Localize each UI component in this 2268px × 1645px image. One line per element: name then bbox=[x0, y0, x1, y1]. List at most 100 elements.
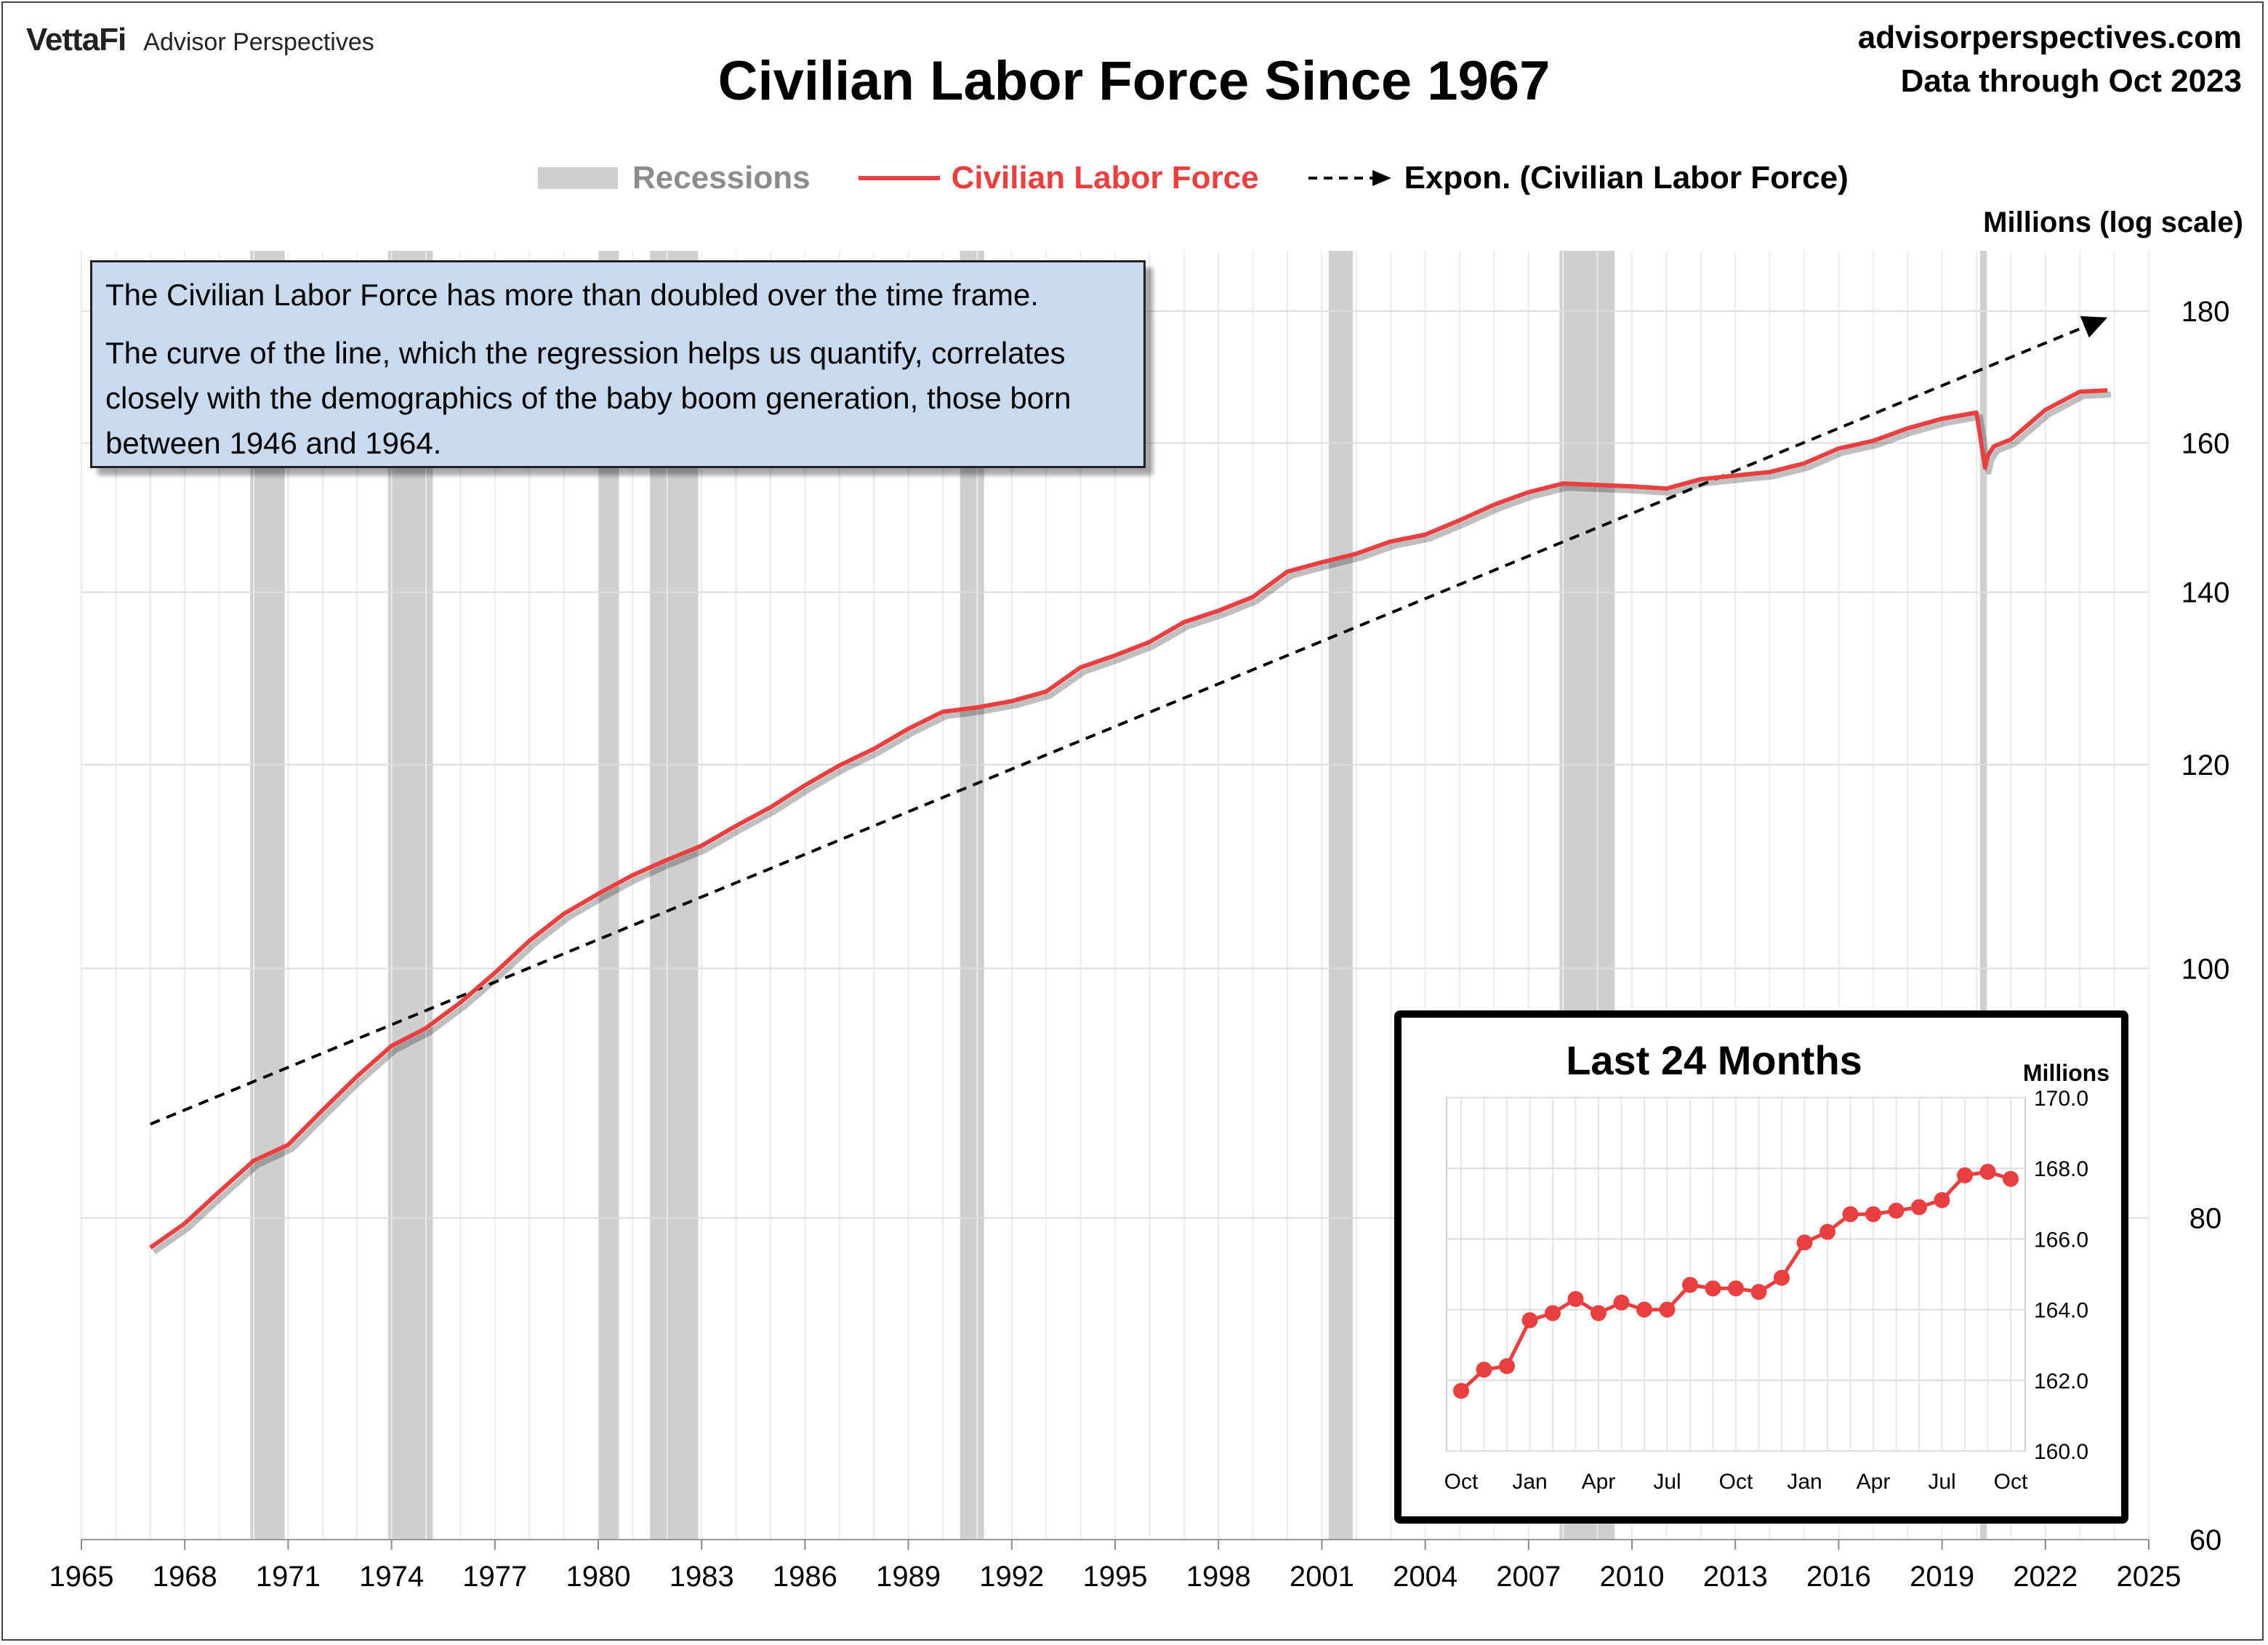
x-tick-label: 1992 bbox=[979, 1561, 1044, 1593]
inset-data-point bbox=[1911, 1199, 1927, 1215]
legend-label-trend: Expon. (Civilian Labor Force) bbox=[1404, 160, 1849, 196]
inset-data-point bbox=[1888, 1202, 1905, 1219]
series-swatch bbox=[858, 176, 940, 180]
inset-data-point bbox=[1521, 1312, 1538, 1329]
inset-panel: Oct Jan Apr Jul Oct Jan Apr Jul Oct 160.0 162.0 16… bbox=[1394, 1010, 2128, 1524]
inset-data-point bbox=[1819, 1223, 1835, 1240]
y-tick-label: 100 bbox=[2181, 953, 2230, 985]
x-tick-label: 1965 bbox=[49, 1561, 114, 1593]
recession-swatch bbox=[538, 167, 618, 189]
inset-gridlines bbox=[1446, 1097, 2026, 1452]
inset-data-point bbox=[1545, 1305, 1561, 1322]
x-tick-label: 1995 bbox=[1083, 1561, 1148, 1593]
x-tick-label: 1989 bbox=[876, 1561, 941, 1593]
inset-y-tick-label: 160.0 bbox=[2034, 1440, 2088, 1464]
inset-data-point bbox=[1796, 1234, 1813, 1251]
x-tick-label: 1983 bbox=[669, 1561, 734, 1593]
inset-y-tick-label: 162.0 bbox=[2034, 1370, 2088, 1393]
inset-data-point bbox=[1567, 1291, 1584, 1308]
inset-y-tick-label: 164.0 bbox=[2034, 1299, 2088, 1323]
legend-item-labor-force: Civilian Labor Force bbox=[858, 160, 1259, 196]
y-tick-label: 160 bbox=[2181, 427, 2230, 459]
x-tick-label: 2010 bbox=[1600, 1561, 1665, 1593]
y-axis-unit-label: Millions (log scale) bbox=[1983, 206, 2243, 238]
inset-unit-label: Millions bbox=[2022, 1060, 2110, 1086]
y-tick-label: 80 bbox=[2189, 1203, 2222, 1235]
source-site: advisorperspectives.com bbox=[1857, 20, 2242, 55]
trend-arrowhead bbox=[2080, 315, 2108, 338]
x-tick-label: 2007 bbox=[1496, 1561, 1561, 1593]
inset-data-point bbox=[1957, 1167, 1973, 1183]
x-tick-label: 1971 bbox=[256, 1561, 321, 1593]
annotation-line-2: The curve of the line, which the regress… bbox=[105, 336, 1071, 460]
legend: Recessions Civilian Labor Force Expon. (… bbox=[538, 160, 1897, 196]
inset-x-tick-labels: Oct Jan Apr Jul Oct Jan Apr Jul Oct bbox=[1444, 1470, 2028, 1494]
y-tick-labels: 60 80 100 120 140 160 180 bbox=[2181, 296, 2230, 1556]
x-tick-label: 2004 bbox=[1393, 1561, 1457, 1593]
inset-x-tick-label: Jan bbox=[1512, 1470, 1547, 1494]
trend-group bbox=[150, 315, 2108, 1126]
y-tick-label: 120 bbox=[2181, 749, 2230, 781]
inset-x-tick-label: Apr bbox=[1582, 1470, 1616, 1494]
x-tick-label: 1998 bbox=[1186, 1561, 1251, 1593]
inset-data-point bbox=[1750, 1284, 1767, 1300]
inset-data-point bbox=[1613, 1294, 1630, 1311]
brand: VettaFi Advisor Perspectives bbox=[26, 22, 374, 58]
x-tick-label: 1974 bbox=[359, 1561, 424, 1593]
inset-data-point bbox=[1659, 1301, 1676, 1318]
inset-data-point bbox=[1865, 1206, 1881, 1223]
inset-chart: Oct Jan Apr Jul Oct Jan Apr Jul Oct 160.0162.016… bbox=[1444, 1087, 2088, 1494]
vettafi-logo: VettaFi bbox=[26, 22, 126, 57]
y-tick-label: 60 bbox=[2189, 1524, 2222, 1556]
trend-swatch bbox=[1308, 170, 1391, 186]
inset-data-point bbox=[1774, 1269, 1790, 1286]
inset-data-point bbox=[1682, 1276, 1698, 1293]
inset-y-tick-label: 166.0 bbox=[2034, 1228, 2088, 1252]
recession-band bbox=[1328, 251, 1354, 1540]
inset-x-tick-label: Oct bbox=[1994, 1470, 2028, 1494]
legend-label-labor-force: Civilian Labor Force bbox=[951, 160, 1259, 196]
inset-x-tick-label: Jul bbox=[1928, 1470, 1955, 1494]
inset-data-point bbox=[1842, 1206, 1859, 1223]
x-tick-label: 1977 bbox=[462, 1561, 527, 1593]
x-tick-label: 2022 bbox=[2013, 1561, 2078, 1593]
legend-item-trend: Expon. (Civilian Labor Force) bbox=[1307, 160, 1849, 196]
source-block: advisorperspectives.com Data through Oct… bbox=[1858, 16, 2242, 103]
x-tick-label: 1968 bbox=[153, 1561, 217, 1593]
x-tick-label: 2013 bbox=[1703, 1561, 1768, 1593]
inset-x-tick-label: Oct bbox=[1444, 1470, 1479, 1494]
y-tick-label: 180 bbox=[2181, 296, 2230, 328]
inset-x-tick-label: Apr bbox=[1857, 1470, 1891, 1494]
brand-name: Advisor Perspectives bbox=[143, 28, 374, 56]
inset-x-tick-label: Oct bbox=[1719, 1470, 1753, 1494]
inset-data-point bbox=[1705, 1280, 1721, 1297]
inset-x-tick-label: Jul bbox=[1653, 1470, 1681, 1494]
series-line-labor-force bbox=[149, 388, 2108, 1250]
inset-data-point bbox=[1499, 1358, 1515, 1375]
x-tick-label: 2025 bbox=[2117, 1561, 2181, 1593]
annotation-box: The Civilian Labor Force has more than d… bbox=[90, 260, 1146, 468]
chart-title: Civilian Labor Force Since 1967 bbox=[717, 50, 1551, 112]
x-tick-label: 2016 bbox=[1806, 1561, 1871, 1593]
x-tick-label: 2001 bbox=[1290, 1561, 1354, 1593]
inset-data-point bbox=[1934, 1191, 1950, 1208]
inset-data-point bbox=[1591, 1305, 1606, 1322]
legend-label-recessions: Recessions bbox=[632, 160, 811, 196]
inset-data-point bbox=[2003, 1170, 2019, 1187]
inset-x-tick-label: Jan bbox=[1787, 1470, 1822, 1494]
inset-y-tick-label: 170.0 bbox=[2034, 1087, 2088, 1111]
data-through: Data through Oct 2023 bbox=[1900, 63, 2242, 99]
series-group bbox=[149, 388, 2112, 1255]
y-tick-label: 140 bbox=[2181, 577, 2230, 609]
inset-data-point bbox=[1453, 1383, 1469, 1399]
inset-y-tick-labels: 160.0 162.0 164.0 166.0 168.0 170.0 bbox=[2034, 1087, 2088, 1464]
inset-data-point bbox=[1636, 1301, 1652, 1318]
inset-y-tick-label: 168.0 bbox=[2034, 1157, 2088, 1181]
inset-title: Last 24 Months bbox=[1566, 1037, 1862, 1083]
inset-data-point bbox=[1979, 1164, 1996, 1181]
inset-series-group bbox=[1453, 1164, 2019, 1399]
inset-data-point bbox=[1728, 1280, 1744, 1297]
series-line-shadow bbox=[152, 392, 2112, 1255]
recession-band bbox=[1979, 251, 1987, 1540]
